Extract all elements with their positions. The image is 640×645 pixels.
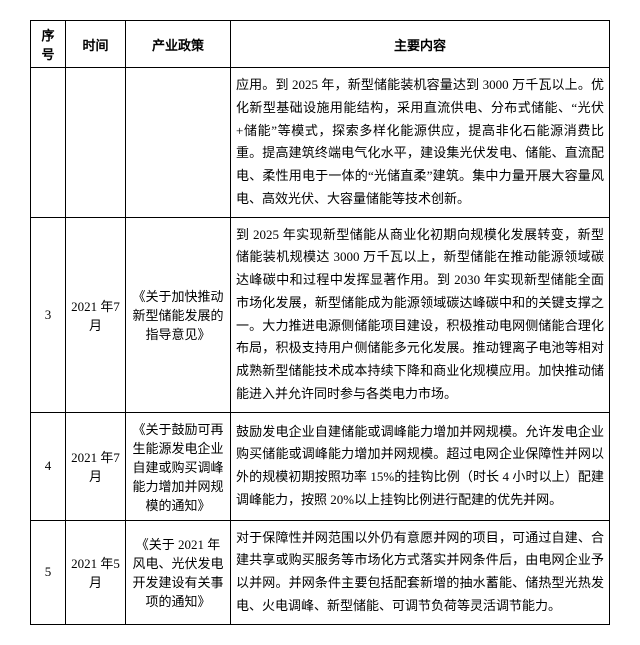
policy-table: 序号 时间 产业政策 主要内容 应用。到 2025 年，新型储能装机容量达到 3…	[30, 20, 610, 625]
cell-policy: 《关于 2021 年风电、光伏发电开发建设有关事项的通知》	[126, 520, 231, 624]
table-row: 应用。到 2025 年，新型储能装机容量达到 3000 万千瓦以上。优化新型基础…	[31, 68, 610, 218]
cell-time: 2021 年7 月	[66, 217, 126, 412]
table-row: 5 2021 年5 月 《关于 2021 年风电、光伏发电开发建设有关事项的通知…	[31, 520, 610, 624]
cell-seq: 5	[31, 520, 66, 624]
table-row: 3 2021 年7 月 《关于加快推动新型储能发展的指导意见》 到 2025 年…	[31, 217, 610, 412]
table-body: 应用。到 2025 年，新型储能装机容量达到 3000 万千瓦以上。优化新型基础…	[31, 68, 610, 625]
cell-policy: 《关于加快推动新型储能发展的指导意见》	[126, 217, 231, 412]
table-header-row: 序号 时间 产业政策 主要内容	[31, 21, 610, 68]
table-row: 4 2021 年7 月 《关于鼓励可再生能源发电企业自建或购买调峰能力增加并网规…	[31, 412, 610, 520]
cell-time: 2021 年7 月	[66, 412, 126, 520]
header-time: 时间	[66, 21, 126, 68]
cell-content: 应用。到 2025 年，新型储能装机容量达到 3000 万千瓦以上。优化新型基础…	[231, 68, 610, 218]
cell-content: 到 2025 年实现新型储能从商业化初期向规模化发展转变，新型储能装机规模达 3…	[231, 217, 610, 412]
cell-time: 2021 年5 月	[66, 520, 126, 624]
cell-seq	[31, 68, 66, 218]
header-seq: 序号	[31, 21, 66, 68]
cell-policy: 《关于鼓励可再生能源发电企业自建或购买调峰能力增加并网规模的通知》	[126, 412, 231, 520]
cell-content: 鼓励发电企业自建储能或调峰能力增加并网规模。允许发电企业购买储能或调峰能力增加并…	[231, 412, 610, 520]
header-content: 主要内容	[231, 21, 610, 68]
cell-content: 对于保障性并网范围以外仍有意愿并网的项目，可通过自建、合建共享或购买服务等市场化…	[231, 520, 610, 624]
cell-policy	[126, 68, 231, 218]
header-policy: 产业政策	[126, 21, 231, 68]
cell-time	[66, 68, 126, 218]
cell-seq: 3	[31, 217, 66, 412]
cell-seq: 4	[31, 412, 66, 520]
